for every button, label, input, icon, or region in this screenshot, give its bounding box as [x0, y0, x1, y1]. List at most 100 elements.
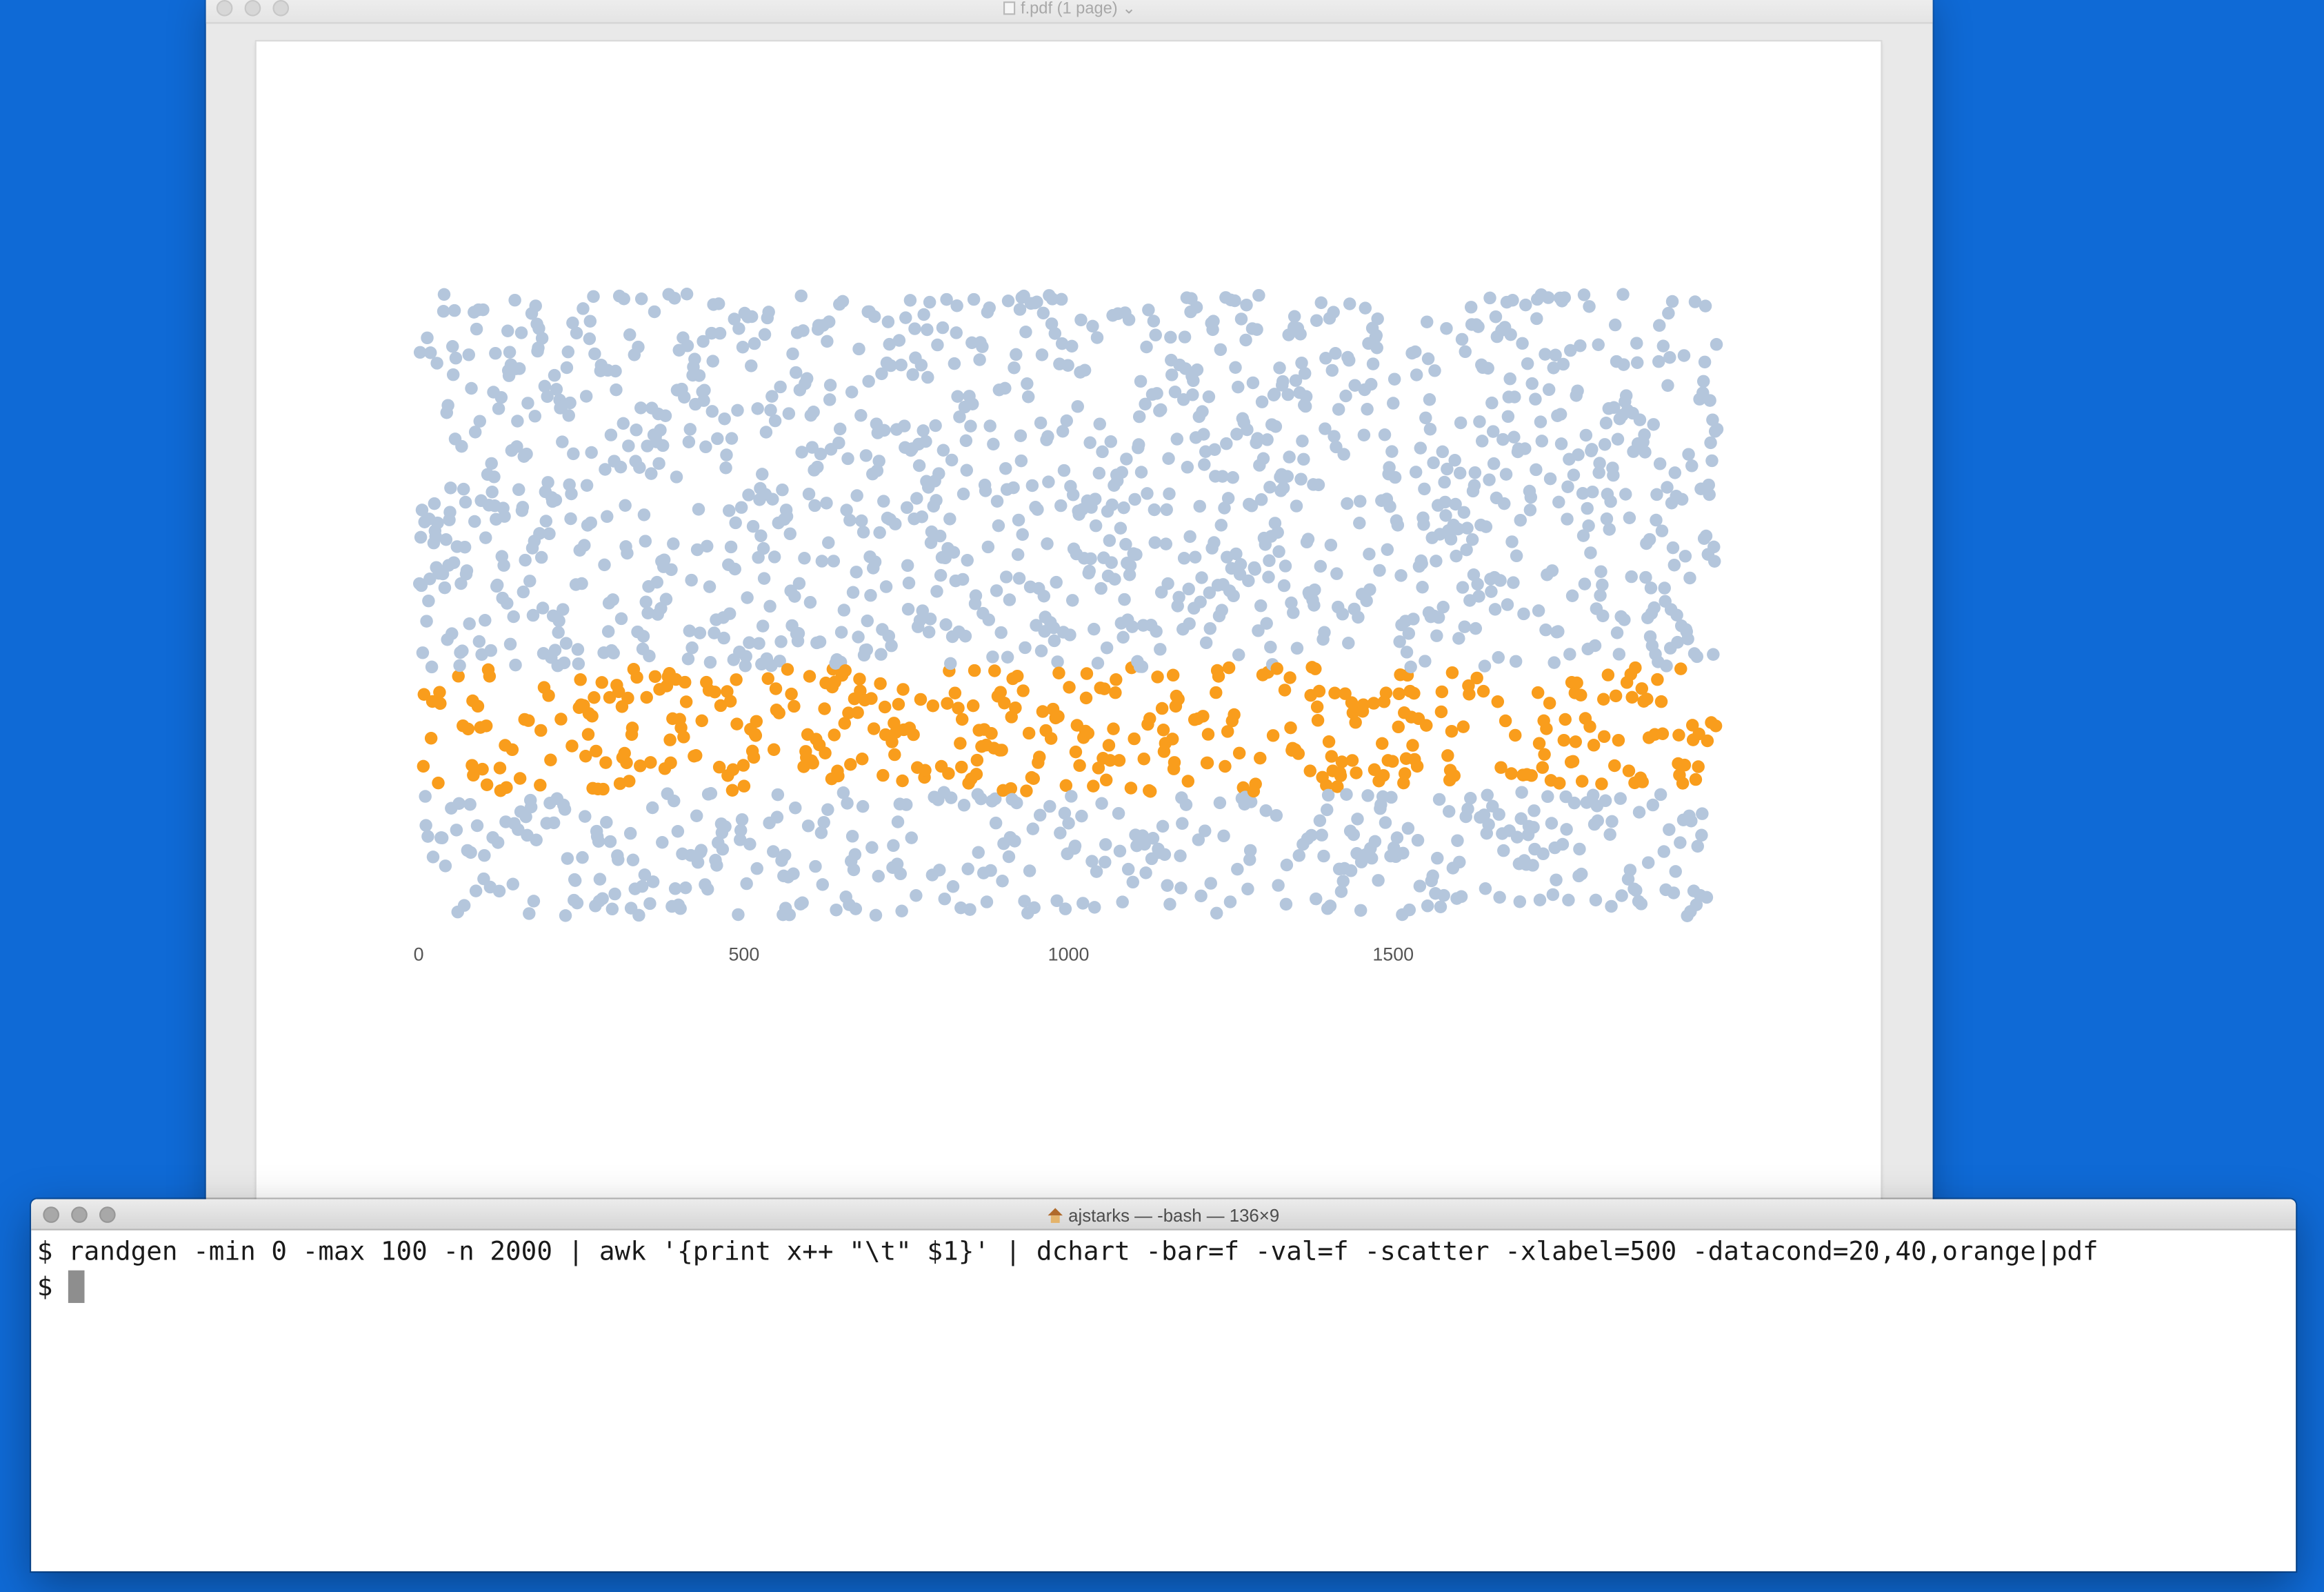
scatter-point [999, 570, 1013, 584]
scatter-point [1263, 481, 1276, 494]
scatter-point [533, 527, 546, 540]
scatter-point [1150, 625, 1163, 638]
scatter-point [1083, 436, 1096, 449]
scatter-point [1263, 554, 1276, 568]
terminal-titlebar[interactable]: ajstarks — -bash — 136×9 [31, 1199, 2296, 1231]
scatter-point [1579, 428, 1593, 442]
scatter-point-highlighted [1022, 726, 1036, 740]
scatter-point [1482, 818, 1495, 831]
scatter-point [549, 493, 563, 507]
scatter-point [1611, 432, 1625, 446]
scatter-point [703, 655, 717, 669]
scatter-point [743, 837, 757, 851]
scatter-point [890, 857, 904, 870]
scatter-point-highlighted [941, 697, 954, 710]
scatter-point [1439, 495, 1452, 509]
scatter-point-highlighted [434, 697, 447, 710]
window-title[interactable]: f.pdf (1 page) ⌄ [206, 0, 1933, 18]
scatter-point [1035, 348, 1049, 361]
scatter-point-highlighted [1375, 737, 1389, 750]
scatter-point-highlighted [476, 762, 489, 776]
close-button[interactable] [216, 0, 233, 17]
terminal-prompt-line[interactable]: $ [37, 1270, 2296, 1306]
scatter-point [1337, 448, 1350, 461]
close-button[interactable] [43, 1206, 59, 1223]
scatter-point [1430, 629, 1443, 642]
scatter-point [1593, 457, 1606, 470]
scatter-point [1159, 537, 1173, 550]
scatter-point-highlighted [726, 763, 740, 777]
scatter-point-highlighted [1376, 768, 1390, 782]
scatter-point-highlighted [1676, 777, 1690, 790]
scatter-point-highlighted [772, 706, 785, 719]
scatter-point [1366, 357, 1380, 370]
scatter-point [987, 437, 1000, 451]
scatter-point [1465, 533, 1479, 546]
scatter-point-highlighted [588, 690, 601, 704]
scatter-point-highlighted [579, 750, 592, 763]
scatter-point [1607, 401, 1621, 415]
scatter-point [1336, 875, 1350, 888]
scatter-point [852, 630, 865, 644]
scatter-point [1154, 403, 1168, 417]
scatter-point [1279, 559, 1292, 573]
scatter-point [563, 396, 577, 410]
scatter-point-highlighted [1292, 747, 1305, 760]
scatter-point [1215, 604, 1228, 617]
scatter-point [1094, 581, 1108, 595]
scatter-point [718, 412, 731, 426]
scatter-point [592, 835, 605, 848]
minimize-button[interactable] [71, 1206, 88, 1223]
terminal-output[interactable]: $ randgen -min 0 -max 100 -n 2000 | awk … [37, 1235, 2296, 1571]
scatter-point [1021, 390, 1035, 404]
scatter-point [1527, 821, 1540, 834]
scatter-point-highlighted [1349, 716, 1362, 729]
preview-titlebar[interactable]: f.pdf (1 page) ⌄ [206, 0, 1933, 24]
scatter-point [681, 339, 694, 352]
minimize-button[interactable] [244, 0, 261, 17]
scatter-point-highlighted [1654, 695, 1668, 708]
scatter-point [659, 409, 672, 422]
scatter-point-highlighted [1201, 728, 1215, 741]
scatter-point [437, 305, 450, 318]
scatter-point [1294, 472, 1308, 486]
scatter-point [1121, 862, 1135, 876]
scatter-point [723, 504, 736, 517]
scatter-point-highlighted [818, 702, 831, 715]
scatter-point-highlighted [505, 743, 519, 757]
scatter-point [489, 346, 502, 360]
zoom-button[interactable] [272, 0, 290, 17]
chevron-down-icon[interactable]: ⌄ [1122, 0, 1136, 18]
scatter-point [532, 321, 545, 335]
scatter-point [438, 581, 452, 595]
scatter-point [815, 555, 829, 568]
scatter-point [1214, 343, 1228, 357]
terminal-window[interactable]: ajstarks — -bash — 136×9 $ randgen -min … [31, 1199, 2296, 1571]
scatter-point [705, 405, 719, 418]
scatter-point [916, 424, 930, 437]
scatter-point [883, 337, 896, 351]
scatter-point [1493, 890, 1506, 904]
scatter-point-highlighted [1236, 781, 1250, 795]
scatter-point [1427, 456, 1440, 470]
scatter-point [1095, 797, 1108, 810]
scatter-point [861, 614, 874, 628]
scatter-point [508, 293, 521, 307]
scatter-point [598, 558, 611, 572]
scatter-point-highlighted [968, 664, 981, 677]
scatter-point [1283, 450, 1296, 464]
scatter-point [850, 489, 863, 502]
scatter-point-highlighted [1087, 779, 1100, 793]
scatter-point [1479, 520, 1493, 533]
scatter-point [491, 836, 505, 849]
scatter-point [1048, 327, 1062, 340]
scatter-point [656, 835, 669, 849]
scatter-point [1179, 798, 1193, 811]
scatter-point-highlighted [1678, 758, 1692, 772]
scatter-point-highlighted [1254, 751, 1267, 765]
scatter-point-highlighted [970, 768, 983, 781]
scatter-point-highlighted [994, 686, 1007, 699]
scatter-point [421, 830, 434, 843]
zoom-button[interactable] [99, 1206, 116, 1223]
scatter-point [1059, 902, 1072, 915]
